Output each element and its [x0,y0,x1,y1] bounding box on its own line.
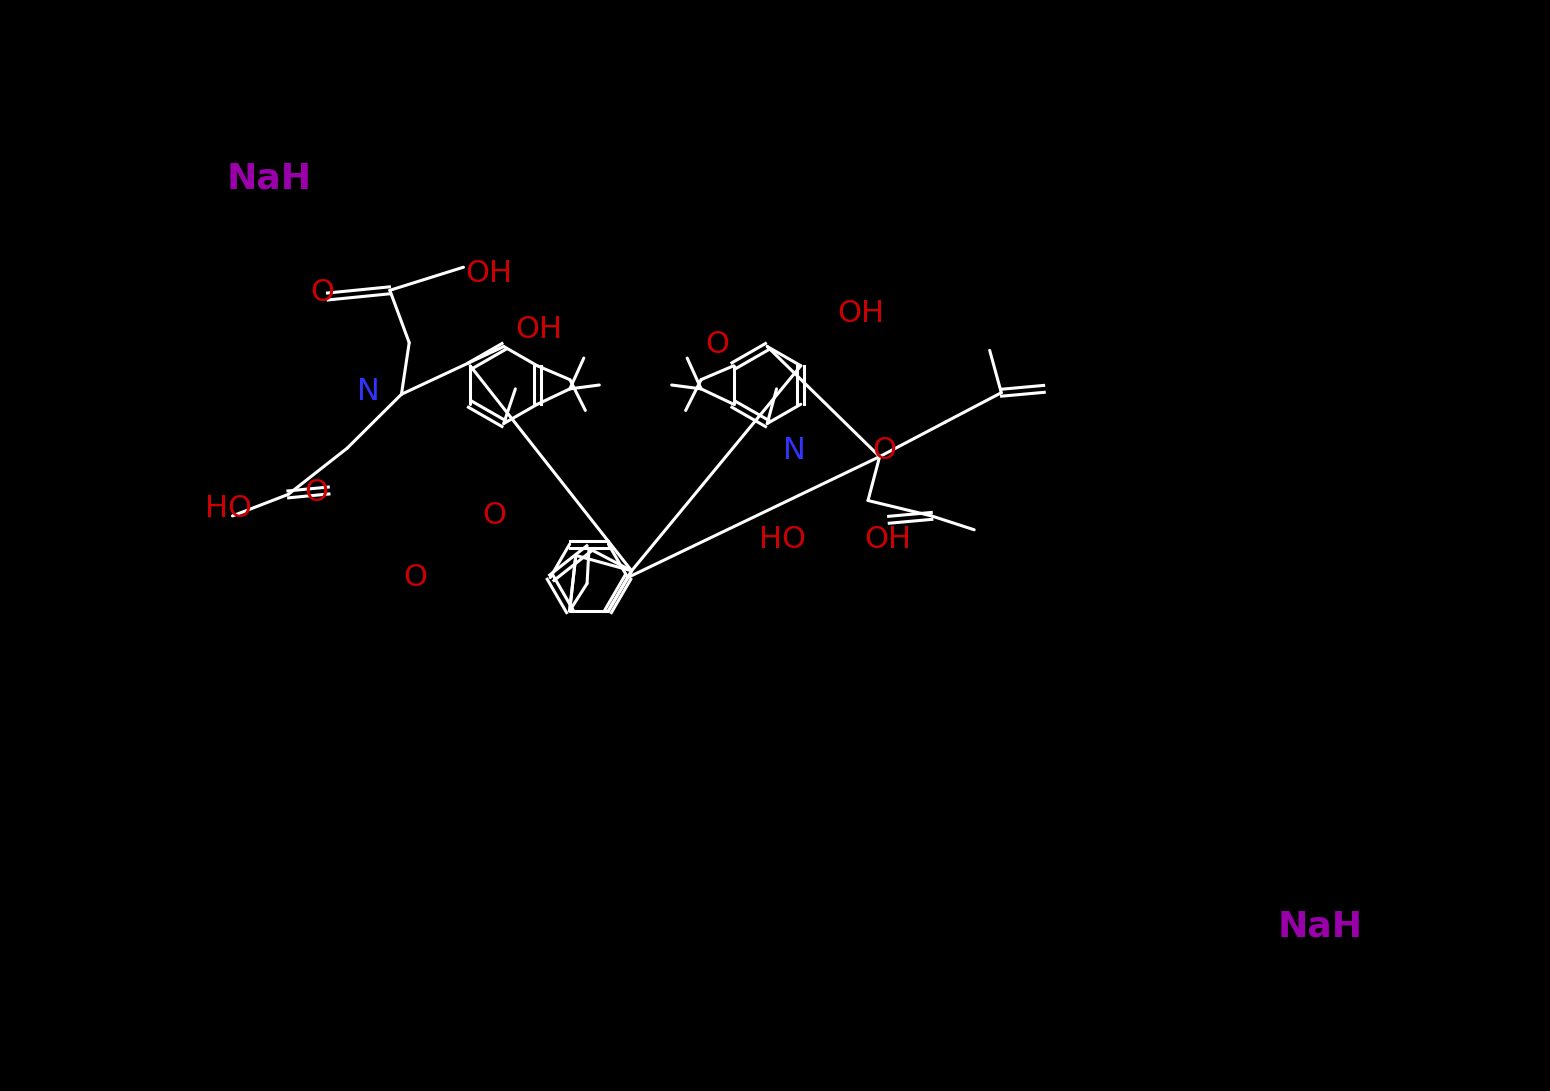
Text: OH: OH [837,299,883,328]
Text: O: O [871,436,896,465]
Text: HO: HO [205,494,253,523]
Text: OH: OH [865,525,911,553]
Text: O: O [705,331,728,359]
Text: O: O [482,502,505,530]
Text: HO: HO [760,525,806,553]
Text: O: O [304,478,327,507]
Text: N: N [356,376,380,406]
Text: O: O [403,563,426,592]
Text: O: O [310,278,333,308]
Text: N: N [783,436,806,465]
Text: NaH: NaH [226,161,312,195]
Text: NaH: NaH [1277,909,1362,944]
Text: OH: OH [515,315,563,344]
Text: OH: OH [465,259,512,288]
